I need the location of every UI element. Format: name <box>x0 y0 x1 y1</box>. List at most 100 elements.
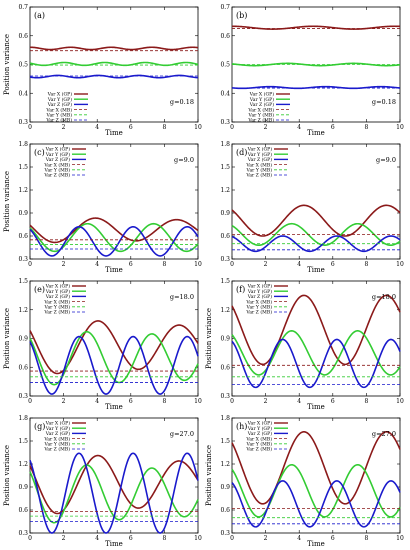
series-line-var-y-gp <box>231 330 401 376</box>
y-tick-label: 1.5 <box>18 438 28 445</box>
legend: Var X (GP)Var Y (GP)Var Z (GP)Var X (MB)… <box>43 146 86 179</box>
y-tick-label: 1.5 <box>18 164 28 171</box>
x-axis-title: Time <box>307 403 325 411</box>
plot-frame <box>231 417 401 534</box>
panel-label: (c) <box>34 148 45 157</box>
series-line-var-x-gp <box>231 430 401 505</box>
chart-panel-g: 0 2 4 6 8 10 0.3 0.6 0.9 1.2 1.5 1.8 Time Position va… <box>3 415 202 548</box>
y-tick-label: 1.5 <box>220 164 230 171</box>
x-tick-label: 10 <box>194 124 202 131</box>
y-axis-title: Position variance <box>205 308 213 369</box>
legend-entry-label: Var Y (GP) <box>45 151 70 158</box>
x-tick-label: 0 <box>28 261 32 268</box>
series-line-var-z-gp <box>29 74 199 79</box>
legend: Var X (GP)Var Y (GP)Var Z (GP)Var X (MB)… <box>43 283 86 316</box>
x-tick-label: 10 <box>396 261 404 268</box>
legend-entry-label: Var X (GP) <box>45 146 71 153</box>
y-tick-label: 1.2 <box>18 461 28 468</box>
y-tick-label: 0.3 <box>18 256 28 263</box>
x-tick-label: 6 <box>129 535 133 542</box>
x-tick-label: 10 <box>396 535 404 542</box>
x-axis-title: Time <box>105 266 123 274</box>
x-tick-label: 2 <box>264 535 268 542</box>
legend-entry-label: Var Y (MB) <box>44 167 71 174</box>
series-line-var-z-gp <box>231 85 401 90</box>
panel-label: (e) <box>34 285 45 294</box>
legend-entry-label: Var Z (MB) <box>245 309 272 316</box>
panel-label: (h) <box>236 422 247 431</box>
x-tick-label: 2 <box>62 124 66 131</box>
y-tick-label: 0.9 <box>220 484 230 491</box>
y-tick-label: 0.9 <box>220 210 230 217</box>
x-tick-label: 8 <box>162 398 166 405</box>
x-tick-label: 0 <box>230 535 234 542</box>
g-annotation: g=18.0 <box>170 293 194 301</box>
legend-entry-label: Var Z (MB) <box>43 172 70 179</box>
y-tick-label: 0.3 <box>18 530 28 537</box>
y-tick-label: 0.6 <box>220 33 230 40</box>
panel-label: (b) <box>236 11 247 20</box>
series-line-var-y-gp <box>29 222 199 253</box>
y-tick-label: 0.9 <box>220 336 230 343</box>
y-tick-label: 1.2 <box>220 461 230 468</box>
y-tick-label: 0.3 <box>220 119 230 126</box>
g-annotation: g=0.18 <box>372 98 396 106</box>
x-tick-label: 8 <box>162 535 166 542</box>
x-tick-label: 4 <box>297 535 301 542</box>
legend-entry-label: Var X (MB) <box>245 161 272 168</box>
y-tick-label: 0.7 <box>18 4 28 11</box>
x-axis-title: Time <box>105 403 123 411</box>
x-tick-label: 6 <box>331 535 335 542</box>
x-tick-label: 2 <box>264 124 268 131</box>
y-tick-label: 0.3 <box>220 256 230 263</box>
x-tick-label: 6 <box>331 261 335 268</box>
x-tick-label: 0 <box>230 124 234 131</box>
legend-entry-label: Var X (GP) <box>249 91 275 98</box>
y-tick-label: 1.8 <box>18 141 28 148</box>
legend-entry-label: Var X (MB) <box>245 435 272 442</box>
y-axis-title: Position variance <box>3 308 11 369</box>
legend-entry-label: Var X (GP) <box>45 283 71 290</box>
legend-entry-label: Var Z (MB) <box>245 172 272 179</box>
chart-panel-h: 0 2 4 6 8 10 0.3 0.6 0.9 1.2 1.5 1.8 Time Position va… <box>205 415 404 548</box>
legend-entry-label: Var Y (MB) <box>44 304 71 311</box>
series-line-var-x-gp <box>231 294 401 366</box>
x-tick-label: 10 <box>194 535 202 542</box>
y-tick-label: 0.5 <box>18 62 28 69</box>
series-line-var-x-gp <box>231 204 401 237</box>
legend-entry-label: Var Z (MB) <box>45 117 72 124</box>
legend-entry-label: Var Z (GP) <box>247 293 272 300</box>
legend-entry-label: Var Z (GP) <box>45 156 70 163</box>
legend-entry-label: Var Z (GP) <box>47 101 72 108</box>
g-annotation: g=9.0 <box>376 156 396 164</box>
legend-entry-label: Var X (MB) <box>43 161 70 168</box>
legend-entry-label: Var Y (GP) <box>45 288 70 295</box>
legend: Var X (GP)Var Y (GP)Var Z (GP)Var X (MB)… <box>245 283 288 316</box>
legend: Var X (GP)Var Y (GP)Var Z (GP)Var X (MB)… <box>247 91 290 124</box>
y-tick-label: 0.9 <box>18 336 28 343</box>
legend: Var X (GP)Var Y (GP)Var Z (GP)Var X (MB)… <box>245 146 288 179</box>
plot-frame <box>231 143 401 260</box>
y-tick-label: 1.8 <box>18 415 28 422</box>
y-tick-label: 0.6 <box>18 33 28 40</box>
y-tick-label: 1.2 <box>18 307 28 314</box>
x-tick-label: 6 <box>129 261 133 268</box>
legend-entry-label: Var Z (MB) <box>43 446 70 453</box>
legend-entry-label: Var X (GP) <box>247 420 273 427</box>
series-line-var-x-gp <box>29 320 199 375</box>
x-tick-label: 4 <box>95 398 99 405</box>
legend-entry-label: Var X (GP) <box>247 146 273 153</box>
x-tick-label: 0 <box>28 398 32 405</box>
y-tick-label: 1.5 <box>18 278 28 285</box>
legend-entry-label: Var Z (GP) <box>45 430 70 437</box>
y-tick-label: 0.9 <box>18 210 28 217</box>
g-annotation: g=9.0 <box>174 156 194 164</box>
x-tick-label: 4 <box>297 398 301 405</box>
g-annotation: g=27.0 <box>170 430 194 438</box>
x-tick-label: 6 <box>331 124 335 131</box>
x-tick-label: 4 <box>297 261 301 268</box>
x-axis-title: Time <box>307 540 325 548</box>
legend-entry-label: Var Y (MB) <box>246 441 273 448</box>
x-tick-label: 2 <box>264 261 268 268</box>
legend-entry-label: Var X (GP) <box>45 420 71 427</box>
